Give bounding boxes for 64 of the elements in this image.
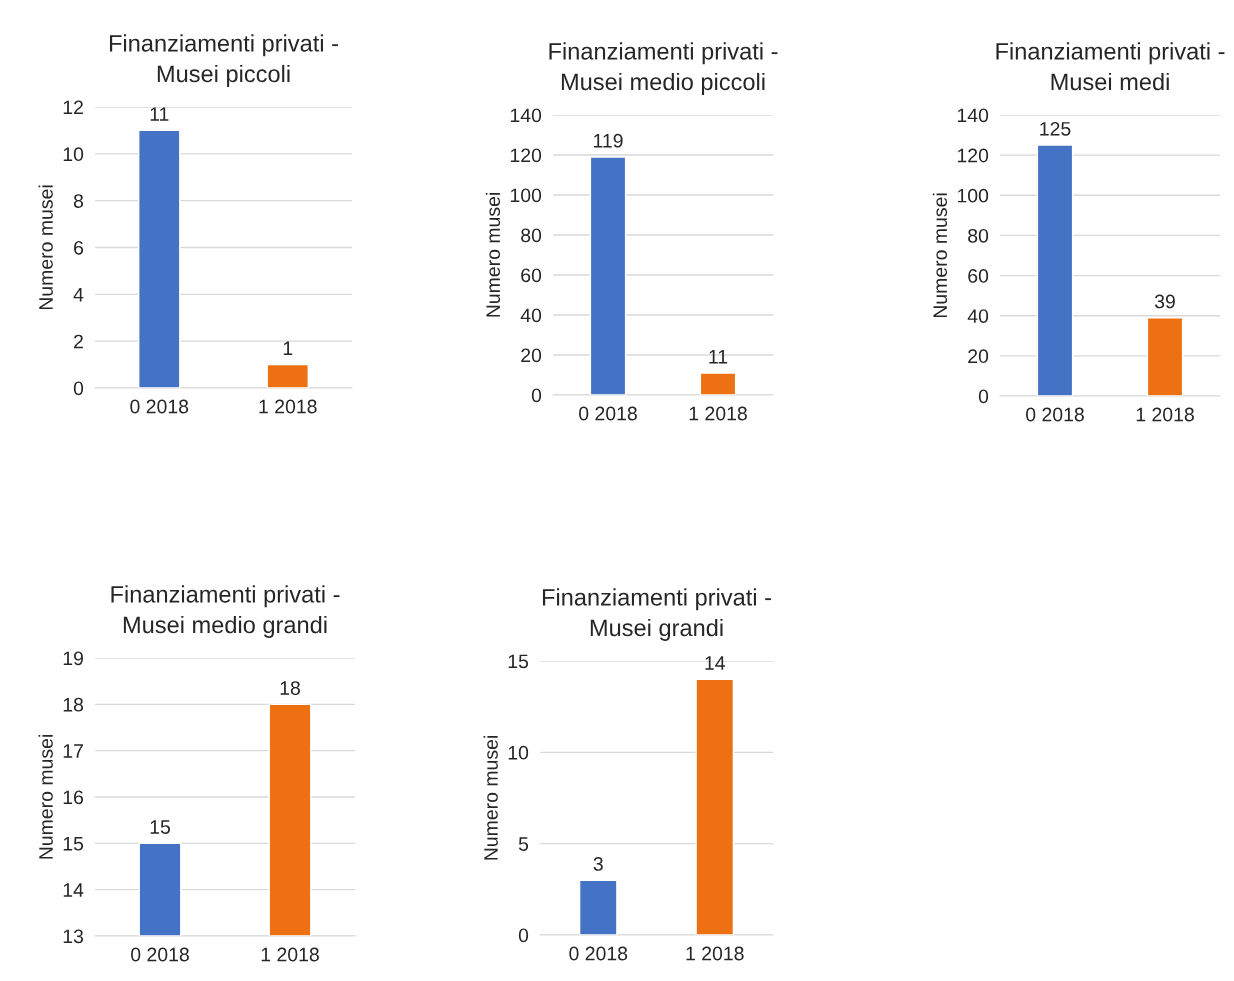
y-tick-label: 40 xyxy=(520,308,542,323)
y-axis-title: Numero musei xyxy=(38,735,53,859)
y-tick-label: 0 xyxy=(518,928,529,943)
data-label: 125 xyxy=(1040,121,1071,136)
x-tick-label: 0 2018 xyxy=(131,947,189,962)
y-tick-label: 20 xyxy=(968,349,989,364)
y-tick-label: 140 xyxy=(510,108,542,123)
y-tick-label: 60 xyxy=(521,268,542,283)
y-tick-label: 100 xyxy=(510,188,542,203)
x-tick-label: 1 2018 xyxy=(259,399,317,414)
y-tick-label: 40 xyxy=(967,309,989,323)
y-tick-label: 2 xyxy=(74,334,83,349)
y-tick-label: 0 xyxy=(73,381,84,396)
y-tick-label: 0 xyxy=(978,389,989,404)
data-label: 11 xyxy=(150,107,169,121)
y-tick-label: 10 xyxy=(63,147,84,162)
data-label: 1 xyxy=(283,341,293,355)
y-axis-title: Numero musei xyxy=(932,193,948,318)
data-label: 119 xyxy=(593,133,623,148)
y-tick-label: 80 xyxy=(521,228,542,243)
data-label: 18 xyxy=(280,681,300,695)
x-tick-label: 0 2018 xyxy=(579,406,637,421)
chart-title: Finanziamenti privati - Musei medi xyxy=(996,42,1225,91)
data-label: 14 xyxy=(705,656,725,670)
y-tick-label: 4 xyxy=(73,288,84,302)
y-tick-label: 13 xyxy=(63,929,84,944)
chart-title: Finanziamenti privati - Musei grandi xyxy=(542,588,771,641)
y-tick-label: 16 xyxy=(63,790,84,805)
x-tick-label: 0 2018 xyxy=(1026,407,1084,422)
y-tick-label: 12 xyxy=(63,100,83,115)
x-tick-label: 0 2018 xyxy=(130,399,189,414)
y-tick-label: 14 xyxy=(63,883,84,897)
y-tick-label: 10 xyxy=(508,745,529,760)
y-tick-label: 100 xyxy=(957,188,989,203)
y-tick-label: 120 xyxy=(510,148,542,163)
data-label: 11 xyxy=(709,350,728,364)
data-label: 39 xyxy=(1154,294,1175,309)
y-tick-label: 80 xyxy=(968,228,989,243)
y-tick-label: 5 xyxy=(518,837,529,851)
y-tick-label: 17 xyxy=(63,744,83,758)
chart-title: Finanziamenti privati - Musei medio grandi xyxy=(111,585,340,638)
y-tick-label: 20 xyxy=(521,348,542,363)
y-tick-label: 18 xyxy=(63,697,84,712)
y-tick-label: 15 xyxy=(508,654,529,669)
y-tick-label: 0 xyxy=(531,388,542,403)
chart-title: Finanziamenti privati - Musei piccoli xyxy=(109,34,338,87)
x-tick-label: 1 2018 xyxy=(686,946,744,961)
y-tick-label: 60 xyxy=(968,269,989,283)
y-axis-title: Numero musei xyxy=(485,193,501,317)
chart-title: Finanziamenti privati - Musei medio piccoli xyxy=(549,42,778,95)
y-tick-label: 120 xyxy=(957,148,989,163)
x-tick-label: 1 2018 xyxy=(1136,407,1194,422)
x-tick-label: 1 2018 xyxy=(689,406,747,421)
data-label: 3 xyxy=(593,857,603,871)
y-tick-label: 19 xyxy=(63,651,83,666)
y-tick-label: 6 xyxy=(74,240,84,255)
x-tick-label: 1 2018 xyxy=(261,947,319,962)
y-tick-label: 8 xyxy=(73,194,84,208)
y-tick-label: 15 xyxy=(63,837,84,851)
data-label: 15 xyxy=(150,820,170,834)
y-axis-title: Numero musei xyxy=(38,185,53,310)
y-axis-title: Numero musei xyxy=(483,736,498,860)
y-tick-label: 140 xyxy=(957,108,989,123)
x-tick-label: 0 2018 xyxy=(569,946,628,961)
